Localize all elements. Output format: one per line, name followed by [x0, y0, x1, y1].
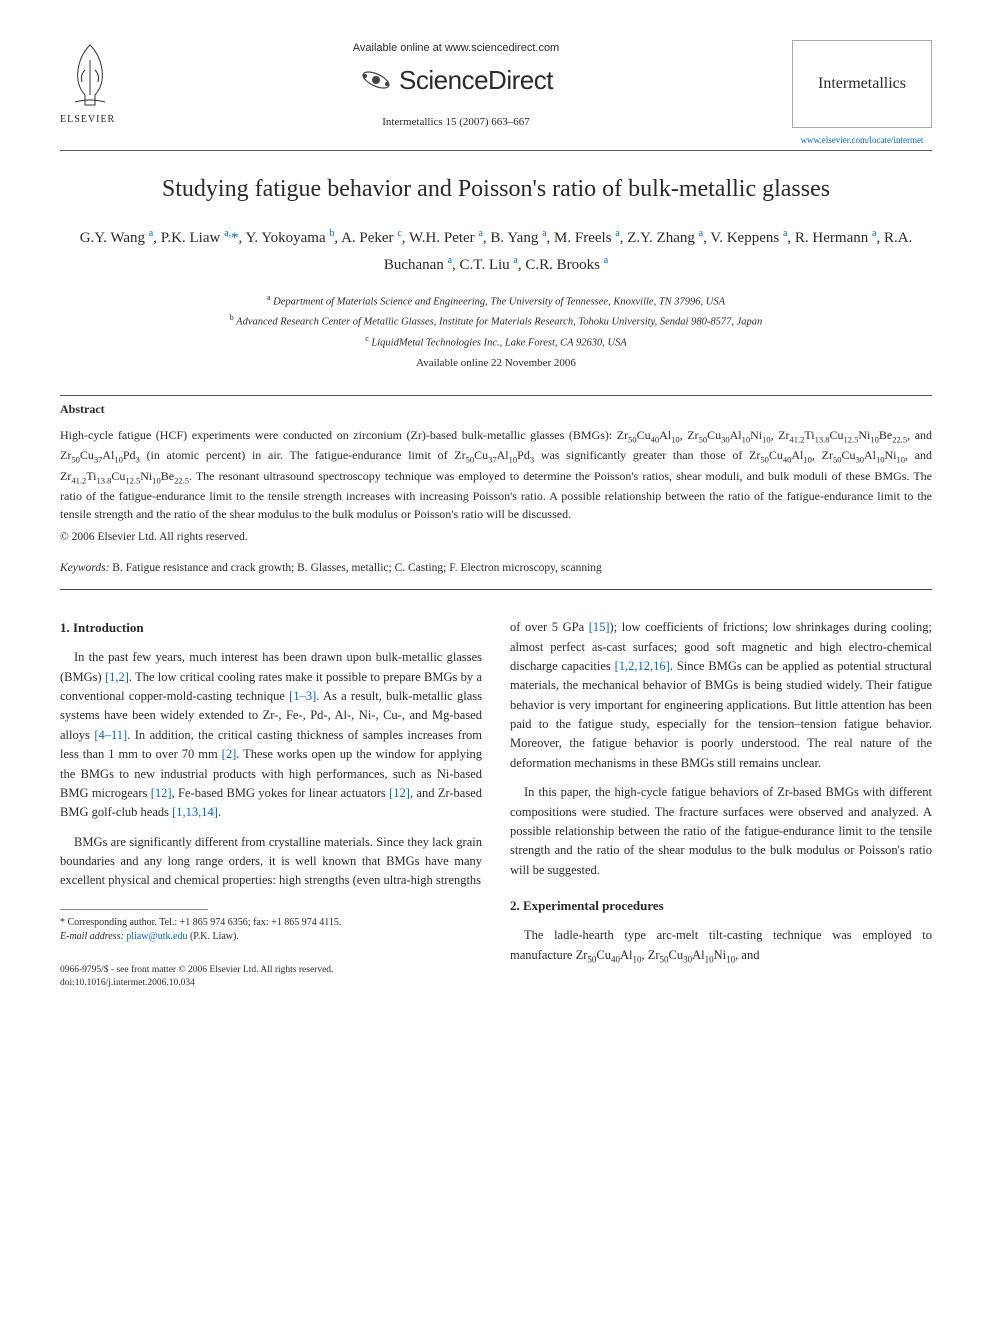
right-column: of over 5 GPa [15]); low coefficients of… [510, 618, 932, 990]
page-footer: 0966-9795/$ - see front matter © 2006 El… [60, 964, 482, 991]
col2-para-2: In this paper, the high-cycle fatigue be… [510, 783, 932, 880]
elsevier-logo-block: ELSEVIER [60, 40, 120, 127]
footnote-email-line: E-mail address: pliaw@utk.edu (P.K. Liaw… [60, 930, 482, 944]
journal-cover-box: Intermetallics [792, 40, 932, 128]
keywords-label: Keywords: [60, 562, 109, 574]
author-list: G.Y. Wang a, P.K. Liaw a,*, Y. Yokoyama … [60, 225, 932, 278]
left-column: 1. Introduction In the past few years, m… [60, 618, 482, 990]
sciencedirect-logo: ScienceDirect [359, 61, 553, 100]
body-columns: 1. Introduction In the past few years, m… [60, 618, 932, 990]
keywords-text: B. Fatigue resistance and crack growth; … [112, 562, 602, 574]
intro-para-2: BMGs are significantly different from cr… [60, 833, 482, 891]
article-title: Studying fatigue behavior and Poisson's … [60, 171, 932, 207]
footer-front-matter: 0966-9795/$ - see front matter © 2006 El… [60, 964, 482, 977]
sciencedirect-block: Available online at www.sciencedirect.co… [120, 40, 792, 162]
journal-homepage-link[interactable]: www.elsevier.com/locate/intermet [801, 134, 924, 148]
exp-para-1: The ladle-hearth type arc-melt tilt-cast… [510, 926, 932, 967]
section-2-heading: 2. Experimental procedures [510, 896, 932, 916]
abstract-heading: Abstract [60, 400, 932, 418]
elsevier-wordmark: ELSEVIER [60, 112, 115, 127]
publisher-banner: ELSEVIER Available online at www.science… [60, 40, 932, 162]
sciencedirect-wordmark: ScienceDirect [399, 61, 553, 100]
footnote-email[interactable]: pliaw@utk.edu [126, 931, 187, 942]
title-rule [60, 395, 932, 396]
intro-para-1: In the past few years, much interest has… [60, 648, 482, 822]
available-online-date: Available online 22 November 2006 [60, 355, 932, 372]
affiliations: a Department of Materials Science and En… [60, 292, 932, 351]
affiliation-line: b Advanced Research Center of Metallic G… [60, 312, 932, 330]
abstract-divider [60, 589, 932, 590]
keywords-line: Keywords: B. Fatigue resistance and crac… [60, 560, 932, 577]
section-1-heading: 1. Introduction [60, 618, 482, 638]
affiliation-line: a Department of Materials Science and En… [60, 292, 932, 310]
col2-para-1: of over 5 GPa [15]); low coefficients of… [510, 618, 932, 773]
affiliation-line: c LiquidMetal Technologies Inc., Lake Fo… [60, 333, 932, 351]
available-online-text: Available online at www.sciencedirect.co… [353, 40, 559, 57]
journal-reference: Intermetallics 15 (2007) 663–667 [382, 114, 530, 131]
journal-block: Intermetallics www.elsevier.com/locate/i… [792, 40, 932, 148]
elsevier-tree-icon [60, 40, 120, 110]
abstract-copyright: © 2006 Elsevier Ltd. All rights reserved… [60, 529, 932, 546]
journal-title: Intermetallics [818, 72, 906, 96]
footer-doi: doi:10.1016/j.intermet.2006.10.034 [60, 977, 482, 990]
footnote-email-name: (P.K. Liaw). [190, 931, 239, 942]
footnote-rule [60, 909, 208, 910]
abstract-text: High-cycle fatigue (HCF) experiments wer… [60, 426, 932, 522]
sciencedirect-orbit-icon [359, 63, 393, 97]
footnote-email-label: E-mail address: [60, 931, 124, 942]
corresponding-author-footnote: * Corresponding author. Tel.: +1 865 974… [60, 916, 482, 944]
footnote-phone: * Corresponding author. Tel.: +1 865 974… [60, 916, 482, 930]
